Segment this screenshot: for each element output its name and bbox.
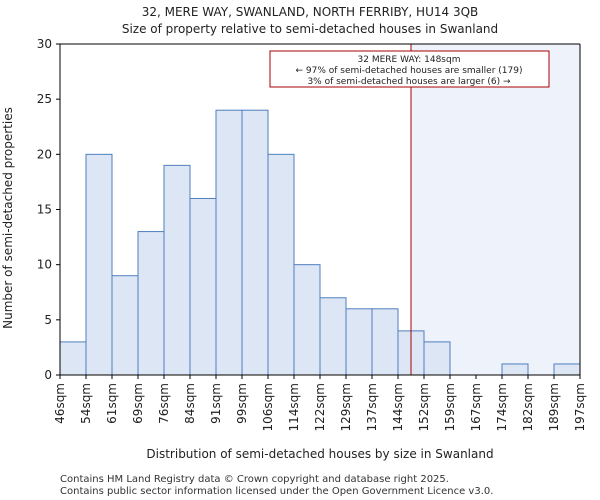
bar-91sqm [215,109,243,376]
x-tick-label: 174sqm [495,383,509,431]
bar-69sqm [137,231,165,376]
bar-137sqm [371,308,399,376]
x-tick-label: 76sqm [157,383,171,424]
x-tick-label: 54sqm [79,383,93,424]
x-ticks: 46sqm 54sqm 61sqm 69sqm 76sqm 84sqm 91sqm 99sqm… [53,375,587,431]
x-tick-label: 91sqm [209,383,223,424]
x-tick-label: 144sqm [391,383,405,431]
x-axis-label: Distribution of semi-detached houses by … [146,447,493,461]
annotation-line-3: 3% of semi-detached houses are larger (6… [307,77,511,87]
y-ticks: 0 5 10 15 20 25 30 [37,37,60,382]
y-tick-label: 25 [37,92,52,106]
bar-152sqm [423,341,451,376]
bar-54sqm [85,153,113,376]
bar-114sqm [293,264,321,376]
bar-76sqm [163,164,191,376]
x-tick-label: 197sqm [573,383,587,431]
x-tick-label: 122sqm [313,383,327,431]
footer-line-2: Contains public sector information licen… [60,486,493,497]
x-tick-label: 182sqm [521,383,535,431]
x-tick-label: 69sqm [131,383,145,424]
footer-line-1: Contains HM Land Registry data © Crown c… [60,474,449,485]
bar-84sqm [189,197,217,376]
bar-122sqm [319,297,347,376]
x-tick-label: 106sqm [261,383,275,431]
y-tick-label: 30 [37,37,52,51]
bar-99sqm [241,109,269,376]
bar-129sqm [345,308,373,376]
x-tick-label: 137sqm [365,383,379,431]
bars [59,109,581,376]
bar-61sqm [111,275,139,376]
y-axis-label: Number of semi-detached properties [1,107,15,329]
chart-subtitle: Size of property relative to semi-detach… [122,22,498,36]
x-tick-label: 46sqm [53,383,67,424]
x-tick-label: 152sqm [417,383,431,431]
x-tick-label: 99sqm [235,383,249,424]
bar-189sqm [553,363,581,376]
x-tick-label: 114sqm [287,383,301,431]
x-tick-label: 167sqm [469,383,483,431]
annotation-box [269,50,550,88]
bar-46sqm [59,341,87,376]
y-tick-label: 10 [37,258,52,272]
y-tick-label: 15 [37,203,52,217]
x-tick-label: 189sqm [547,383,561,431]
highlight-region [411,44,580,375]
y-tick-label: 5 [44,313,52,327]
y-tick-label: 20 [37,147,52,161]
x-tick-label: 129sqm [339,383,353,431]
x-tick-label: 84sqm [183,383,197,424]
chart-title: 32, MERE WAY, SWANLAND, NORTH FERRIBY, H… [142,5,479,19]
annotation-line-1: 32 MERE WAY: 148sqm [358,55,461,65]
bar-174sqm [501,363,529,376]
y-tick-label: 0 [44,368,52,382]
annotation-line-2: ← 97% of semi-detached houses are smalle… [296,66,523,76]
x-tick-label: 61sqm [105,383,119,424]
bar-106sqm [267,153,295,376]
x-tick-label: 159sqm [443,383,457,431]
